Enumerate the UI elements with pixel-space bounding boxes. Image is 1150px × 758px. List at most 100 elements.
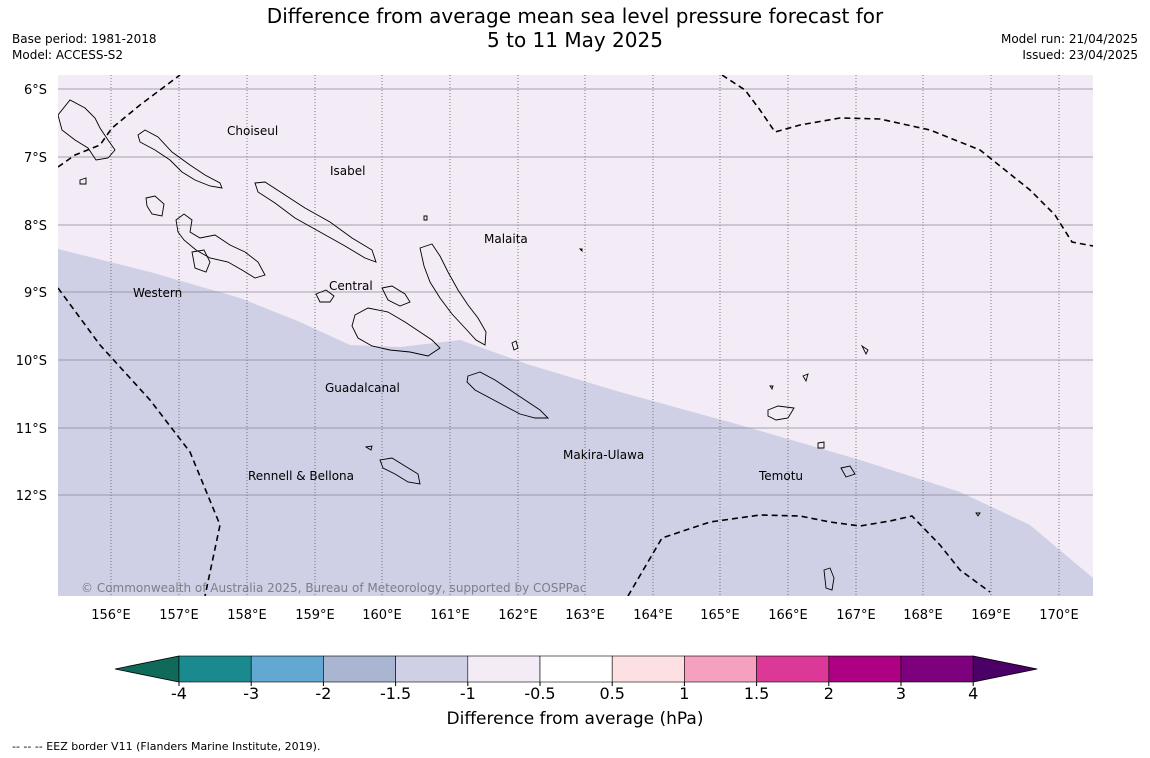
colorbar-segment: [539, 655, 613, 683]
colorbar-segment: [250, 655, 324, 683]
choiseul-island: [137, 129, 223, 189]
model-run: Model run: 21/04/2025: [1000, 32, 1138, 46]
eez-borders: [58, 75, 1093, 596]
colorbar-tick-label: 1.5: [744, 684, 769, 703]
lat-label: 6°S: [24, 83, 47, 98]
colorbar-segment: [828, 655, 902, 683]
copyright-notice: © Commonwealth of Australia 2025, Bureau…: [81, 581, 586, 595]
lon-label: 158°E: [227, 608, 267, 623]
lon-label: 170°E: [1039, 608, 1079, 623]
duff-islands: [860, 344, 869, 356]
label-rennell-bellona: Rennell & Bellona: [248, 469, 354, 483]
small-islet-1: [423, 215, 428, 221]
label-guadalcanal: Guadalcanal: [325, 381, 400, 395]
vella-lavella: [145, 195, 165, 217]
lon-label: 165°E: [700, 608, 740, 623]
makira-island: [466, 371, 550, 419]
lat-label: 12°S: [16, 489, 47, 504]
bougainville-island: [58, 99, 116, 161]
lat-label: 9°S: [24, 286, 47, 301]
meta-right: Model run: 21/04/2025 Issued: 23/04/2025: [1001, 31, 1138, 63]
colorbar: -4 -3 -2 -1.5 -1 -0.5 0.5 1 1.5 2 3 4: [114, 655, 1038, 703]
lon-label: 164°E: [633, 608, 673, 623]
lat-label: 10°S: [16, 354, 47, 369]
colorbar-segment: [395, 655, 469, 683]
colorbar-tick-label: 2: [824, 684, 834, 703]
label-isabel: Isabel: [330, 164, 365, 178]
russell-islands: [381, 285, 411, 307]
lon-label: 168°E: [903, 608, 943, 623]
colorbar-segment: [756, 655, 830, 683]
colorbar-tick-label: -1.5: [380, 684, 411, 703]
small-islet-2: [578, 248, 583, 253]
anuta-island: [823, 567, 835, 591]
bellona-island: [364, 445, 373, 451]
colorbar-tick-label: -3: [243, 684, 259, 703]
colorbar-segment: [611, 655, 685, 683]
colorbar-tick-label: -2: [315, 684, 331, 703]
colorbar-under-extend: [114, 655, 180, 683]
meta-left: Base period: 1981-2018 Model: ACCESS-S2: [12, 31, 157, 63]
guadalcanal-island: [351, 307, 441, 357]
small-islet-3: [769, 385, 774, 391]
rennell-island: [379, 457, 421, 485]
malaita-island: [419, 243, 487, 346]
chart-title: Difference from average mean sea level p…: [240, 4, 910, 52]
colorbar-label: Difference from average (hPa): [446, 709, 704, 729]
colorbar-segment: [323, 655, 396, 683]
lat-gridlines: [58, 88, 1093, 496]
florida-islands: [315, 289, 335, 303]
kolombangara: [191, 249, 211, 273]
tikopia-island: [975, 512, 981, 517]
reef-islands: [802, 373, 809, 383]
colorbar-tick-label: -1: [460, 684, 476, 703]
colorbar-segment: [178, 655, 252, 683]
colorbar-segment: [684, 655, 757, 683]
ulawa-island: [511, 340, 519, 351]
lon-label: 163°E: [565, 608, 605, 623]
vanikoro-island: [840, 465, 856, 478]
label-choiseul: Choiseul: [227, 124, 278, 138]
label-western: Western: [133, 286, 182, 300]
lon-label: 157°E: [159, 608, 199, 623]
label-makira-ulawa: Makira-Ulawa: [563, 448, 644, 462]
isabel-island: [254, 181, 377, 263]
coastlines: [58, 99, 981, 591]
colorbar-segment: [900, 655, 974, 683]
utupua-island: [817, 441, 825, 449]
lon-label: 162°E: [498, 608, 538, 623]
title-line-2: 5 to 11 May 2025: [487, 28, 663, 52]
lon-label: 167°E: [836, 608, 876, 623]
colorbar-tick-label: 4: [968, 684, 978, 703]
santa-cruz-island: [767, 405, 795, 421]
shortland-islands: [79, 177, 87, 185]
lon-label: 159°E: [295, 608, 335, 623]
lat-labels: 6°S 7°S 8°S 9°S 10°S 11°S 12°S: [16, 83, 47, 504]
lat-label: 11°S: [16, 422, 47, 437]
base-period: Base period: 1981-2018: [12, 32, 157, 46]
colorbar-tick-label: 0.5: [599, 684, 624, 703]
label-malaita: Malaita: [484, 232, 528, 246]
label-temotu: Temotu: [758, 469, 803, 483]
model-name: Model: ACCESS-S2: [12, 48, 124, 62]
eez-legend-note: -- -- -- EEZ border V11 (Flanders Marine…: [12, 740, 321, 753]
new-georgia-group: [175, 213, 266, 279]
lon-label: 156°E: [91, 608, 131, 623]
colorbar-segment: [467, 655, 541, 683]
colorbar-tick-label: 1: [679, 684, 689, 703]
label-central: Central: [329, 279, 373, 293]
lat-label: 7°S: [24, 151, 47, 166]
lon-labels: 156°E 157°E 158°E 159°E 160°E 161°E 162°…: [91, 608, 1079, 623]
colorbar-tick-label: -0.5: [524, 684, 555, 703]
province-labels: Choiseul Isabel Malaita Western Central …: [133, 124, 803, 483]
lon-label: 169°E: [971, 608, 1011, 623]
lon-label: 160°E: [362, 608, 402, 623]
issued-date: Issued: 23/04/2025: [1022, 48, 1138, 62]
lon-label: 161°E: [430, 608, 470, 623]
negative-anomaly-region: [58, 249, 1093, 596]
colorbar-over-extend: [972, 655, 1038, 683]
colorbar-tick-label: 3: [896, 684, 906, 703]
title-line-1: Difference from average mean sea level p…: [266, 4, 884, 28]
lon-label: 166°E: [768, 608, 808, 623]
